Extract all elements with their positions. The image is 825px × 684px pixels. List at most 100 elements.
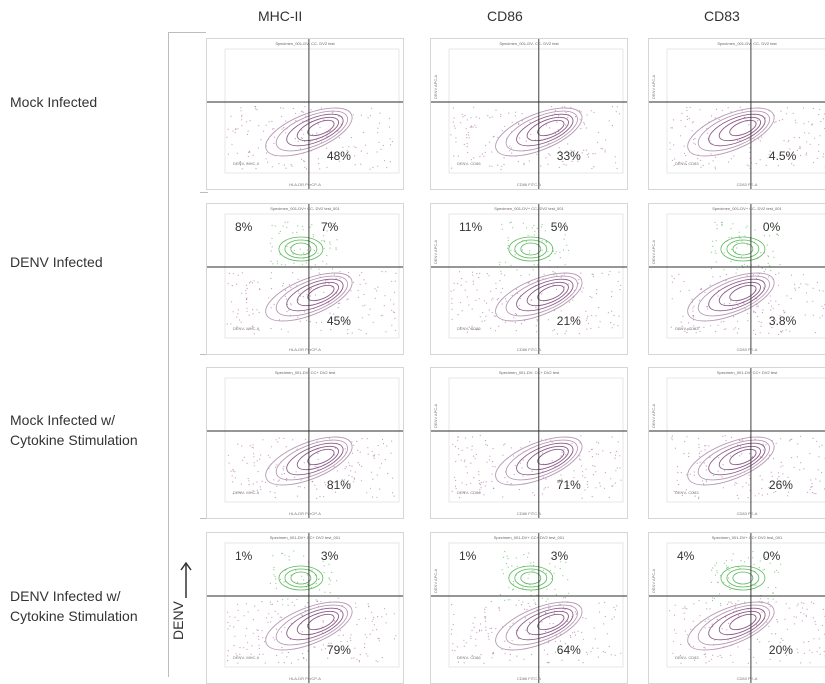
percentage-ul: 8%	[235, 220, 252, 234]
flow-plot: Specimen_001-DV+ CC- DV2 test_001 CD86 FI…	[430, 203, 628, 355]
percentage-ul: 1%	[459, 549, 476, 563]
percentage-lr: 20%	[769, 643, 793, 657]
percentage-lr: 4.5%	[769, 149, 796, 163]
y-axis-label: DENV APC-A	[433, 569, 438, 593]
percentage-ur: 3%	[321, 549, 338, 563]
negative-quadrant-label: DENV- CD83	[675, 161, 699, 166]
plot-title: Specimen_001-DV- CC+ DV2 test	[431, 370, 627, 375]
flow-plot-canvas	[207, 368, 403, 518]
flow-plot-canvas	[649, 368, 825, 518]
x-axis-label: CD83 PE-A	[649, 182, 825, 187]
percentage-lr: 45%	[327, 314, 351, 328]
percentage-ur: 0%	[763, 549, 780, 563]
percentage-ul: 1%	[235, 549, 252, 563]
row-label-denv-cytokine: DENV Infected w/ Cytokine Stimulation	[10, 586, 138, 626]
percentage-lr: 26%	[769, 478, 793, 492]
percentage-ur: 7%	[321, 220, 338, 234]
y-axis-label: DENV APC-A	[433, 404, 438, 428]
plot-title: Specimen_001-DV- CC- DV2 test	[431, 41, 627, 46]
x-axis-label: CD83 PE-A	[649, 511, 825, 516]
percentage-lr: 48%	[327, 149, 351, 163]
percentage-ul: 11%	[459, 220, 482, 234]
row-label-mock-infected: Mock Infected	[10, 92, 97, 112]
negative-quadrant-label: DENV- CD83	[675, 490, 699, 495]
y-axis-label: DENV APC-A	[651, 75, 656, 99]
scatter-dots	[671, 222, 825, 335]
plot-title: Specimen_001-DV+ CC+ DV2 test_001	[207, 535, 403, 540]
row-label-mock-cytokine: Mock Infected w/ Cytokine Stimulation	[10, 410, 138, 450]
percentage-lr: 3.8%	[769, 314, 796, 328]
flow-plot-canvas	[431, 368, 627, 518]
row-divider	[200, 192, 208, 193]
flow-plot-canvas	[649, 39, 825, 189]
row-bracket-top	[168, 32, 206, 33]
percentage-ur: 0%	[763, 220, 780, 234]
scatter-dots	[669, 551, 825, 664]
x-axis-label: CD86 FITC-A	[431, 347, 627, 352]
flow-plot: Specimen_001-DV- CC- DV2 test HLA-DR PerC…	[206, 38, 404, 190]
flow-plot: Specimen_001-DV- CC- DV2 test CD86 FITC-A…	[430, 38, 628, 190]
flow-plot-canvas	[431, 39, 627, 189]
flow-plot: Specimen_001-DV+ CC+ DV2 test_001 CD86 FI…	[430, 532, 628, 684]
plot-title: Specimen_001-DV+ CC- DV2 test_001	[431, 206, 627, 211]
flow-plot: Specimen_001-DV- CC+ DV2 test CD86 FITC-A…	[430, 367, 628, 519]
plot-title: Specimen_001-DV+ CC- DV2 test_001	[207, 206, 403, 211]
percentage-ur: 3%	[551, 549, 568, 563]
negative-quadrant-label: DENV- CD86	[457, 655, 481, 660]
plot-title: Specimen_001-DV+ CC+ DV2 test_001	[431, 535, 627, 540]
negative-quadrant-label: DENV- MHC-II	[233, 655, 259, 660]
scatter-dots	[669, 106, 825, 169]
negative-quadrant-label: DENV- MHC-II	[233, 490, 259, 495]
negative-quadrant-label: DENV- CD83	[675, 326, 699, 331]
flow-plot-canvas	[649, 533, 825, 683]
quadrant-gates	[431, 368, 627, 518]
scatter-dots	[451, 222, 622, 335]
plot-title: Specimen_001-DV- CC- DV2 test	[649, 41, 825, 46]
row-label-denv-infected: DENV Infected	[10, 252, 103, 272]
x-axis-label: CD86 FITC-A	[431, 676, 627, 681]
percentage-lr: 81%	[327, 478, 351, 492]
percentage-ul: 4%	[677, 549, 694, 563]
negative-quadrant-label: DENV- MHC-II	[233, 326, 259, 331]
x-axis-label: CD86 FITC-A	[431, 511, 627, 516]
density-contours	[682, 237, 781, 331]
y-axis-label: DENV APC-A	[651, 569, 656, 593]
x-axis-label: HLA-DR PerCP-A	[207, 182, 403, 187]
y-axis-label: DENV APC-A	[433, 75, 438, 99]
x-axis-label: HLA-DR PerCP-A	[207, 676, 403, 681]
column-header-cd86: CD86	[487, 8, 523, 24]
negative-quadrant-label: DENV- CD83	[675, 655, 699, 660]
y-axis-label: DENV APC-A	[433, 240, 438, 264]
plot-title: Specimen_001-DV+ CC- DV2 test_001	[649, 206, 825, 211]
up-arrow-icon	[180, 560, 192, 600]
plot-title: Specimen_001-DV- CC- DV2 test	[207, 41, 403, 46]
column-header-cd83: CD83	[704, 8, 740, 24]
negative-quadrant-label: DENV- CD86	[457, 326, 481, 331]
quadrant-gates	[431, 39, 627, 189]
flow-plot: Specimen_001-DV+ CC+ DV2 test_001 HLA-DR …	[206, 532, 404, 684]
negative-quadrant-label: DENV- CD86	[457, 161, 481, 166]
negative-quadrant-label: DENV- MHC-II	[233, 161, 259, 166]
row-bracket-line	[168, 32, 169, 677]
percentage-lr: 33%	[557, 149, 581, 163]
plot-title: Specimen_001-DV+ CC+ DV2 test_001	[649, 535, 825, 540]
flow-plot: Specimen_001-DV- CC- DV2 test CD83 PE-A DE…	[648, 38, 825, 190]
density-contours	[682, 98, 781, 166]
flow-plot-canvas	[207, 39, 403, 189]
density-contours	[682, 566, 781, 660]
column-header-mhc-ii: MHC-II	[258, 8, 302, 24]
density-contours	[682, 427, 781, 495]
y-axis-label: DENV APC-A	[651, 404, 656, 428]
percentage-ur: 5%	[551, 220, 568, 234]
percentage-lr: 64%	[557, 643, 581, 657]
percentage-lr: 21%	[557, 314, 581, 328]
y-axis-label: DENV APC-A	[651, 240, 656, 264]
flow-plot: Specimen_001-DV+ CC- DV2 test_001 CD83 PE…	[648, 203, 825, 355]
x-axis-label: CD86 FITC-A	[431, 182, 627, 187]
x-axis-label: CD83 PE-A	[649, 347, 825, 352]
plot-title: Specimen_001-DV- CC+ DV2 test	[649, 370, 825, 375]
negative-quadrant-label: DENV- CD86	[457, 490, 481, 495]
denv-axis-label: DENV	[170, 601, 186, 640]
percentage-lr: 79%	[327, 643, 351, 657]
